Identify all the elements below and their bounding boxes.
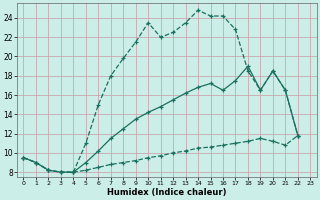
X-axis label: Humidex (Indice chaleur): Humidex (Indice chaleur) [107,188,227,197]
